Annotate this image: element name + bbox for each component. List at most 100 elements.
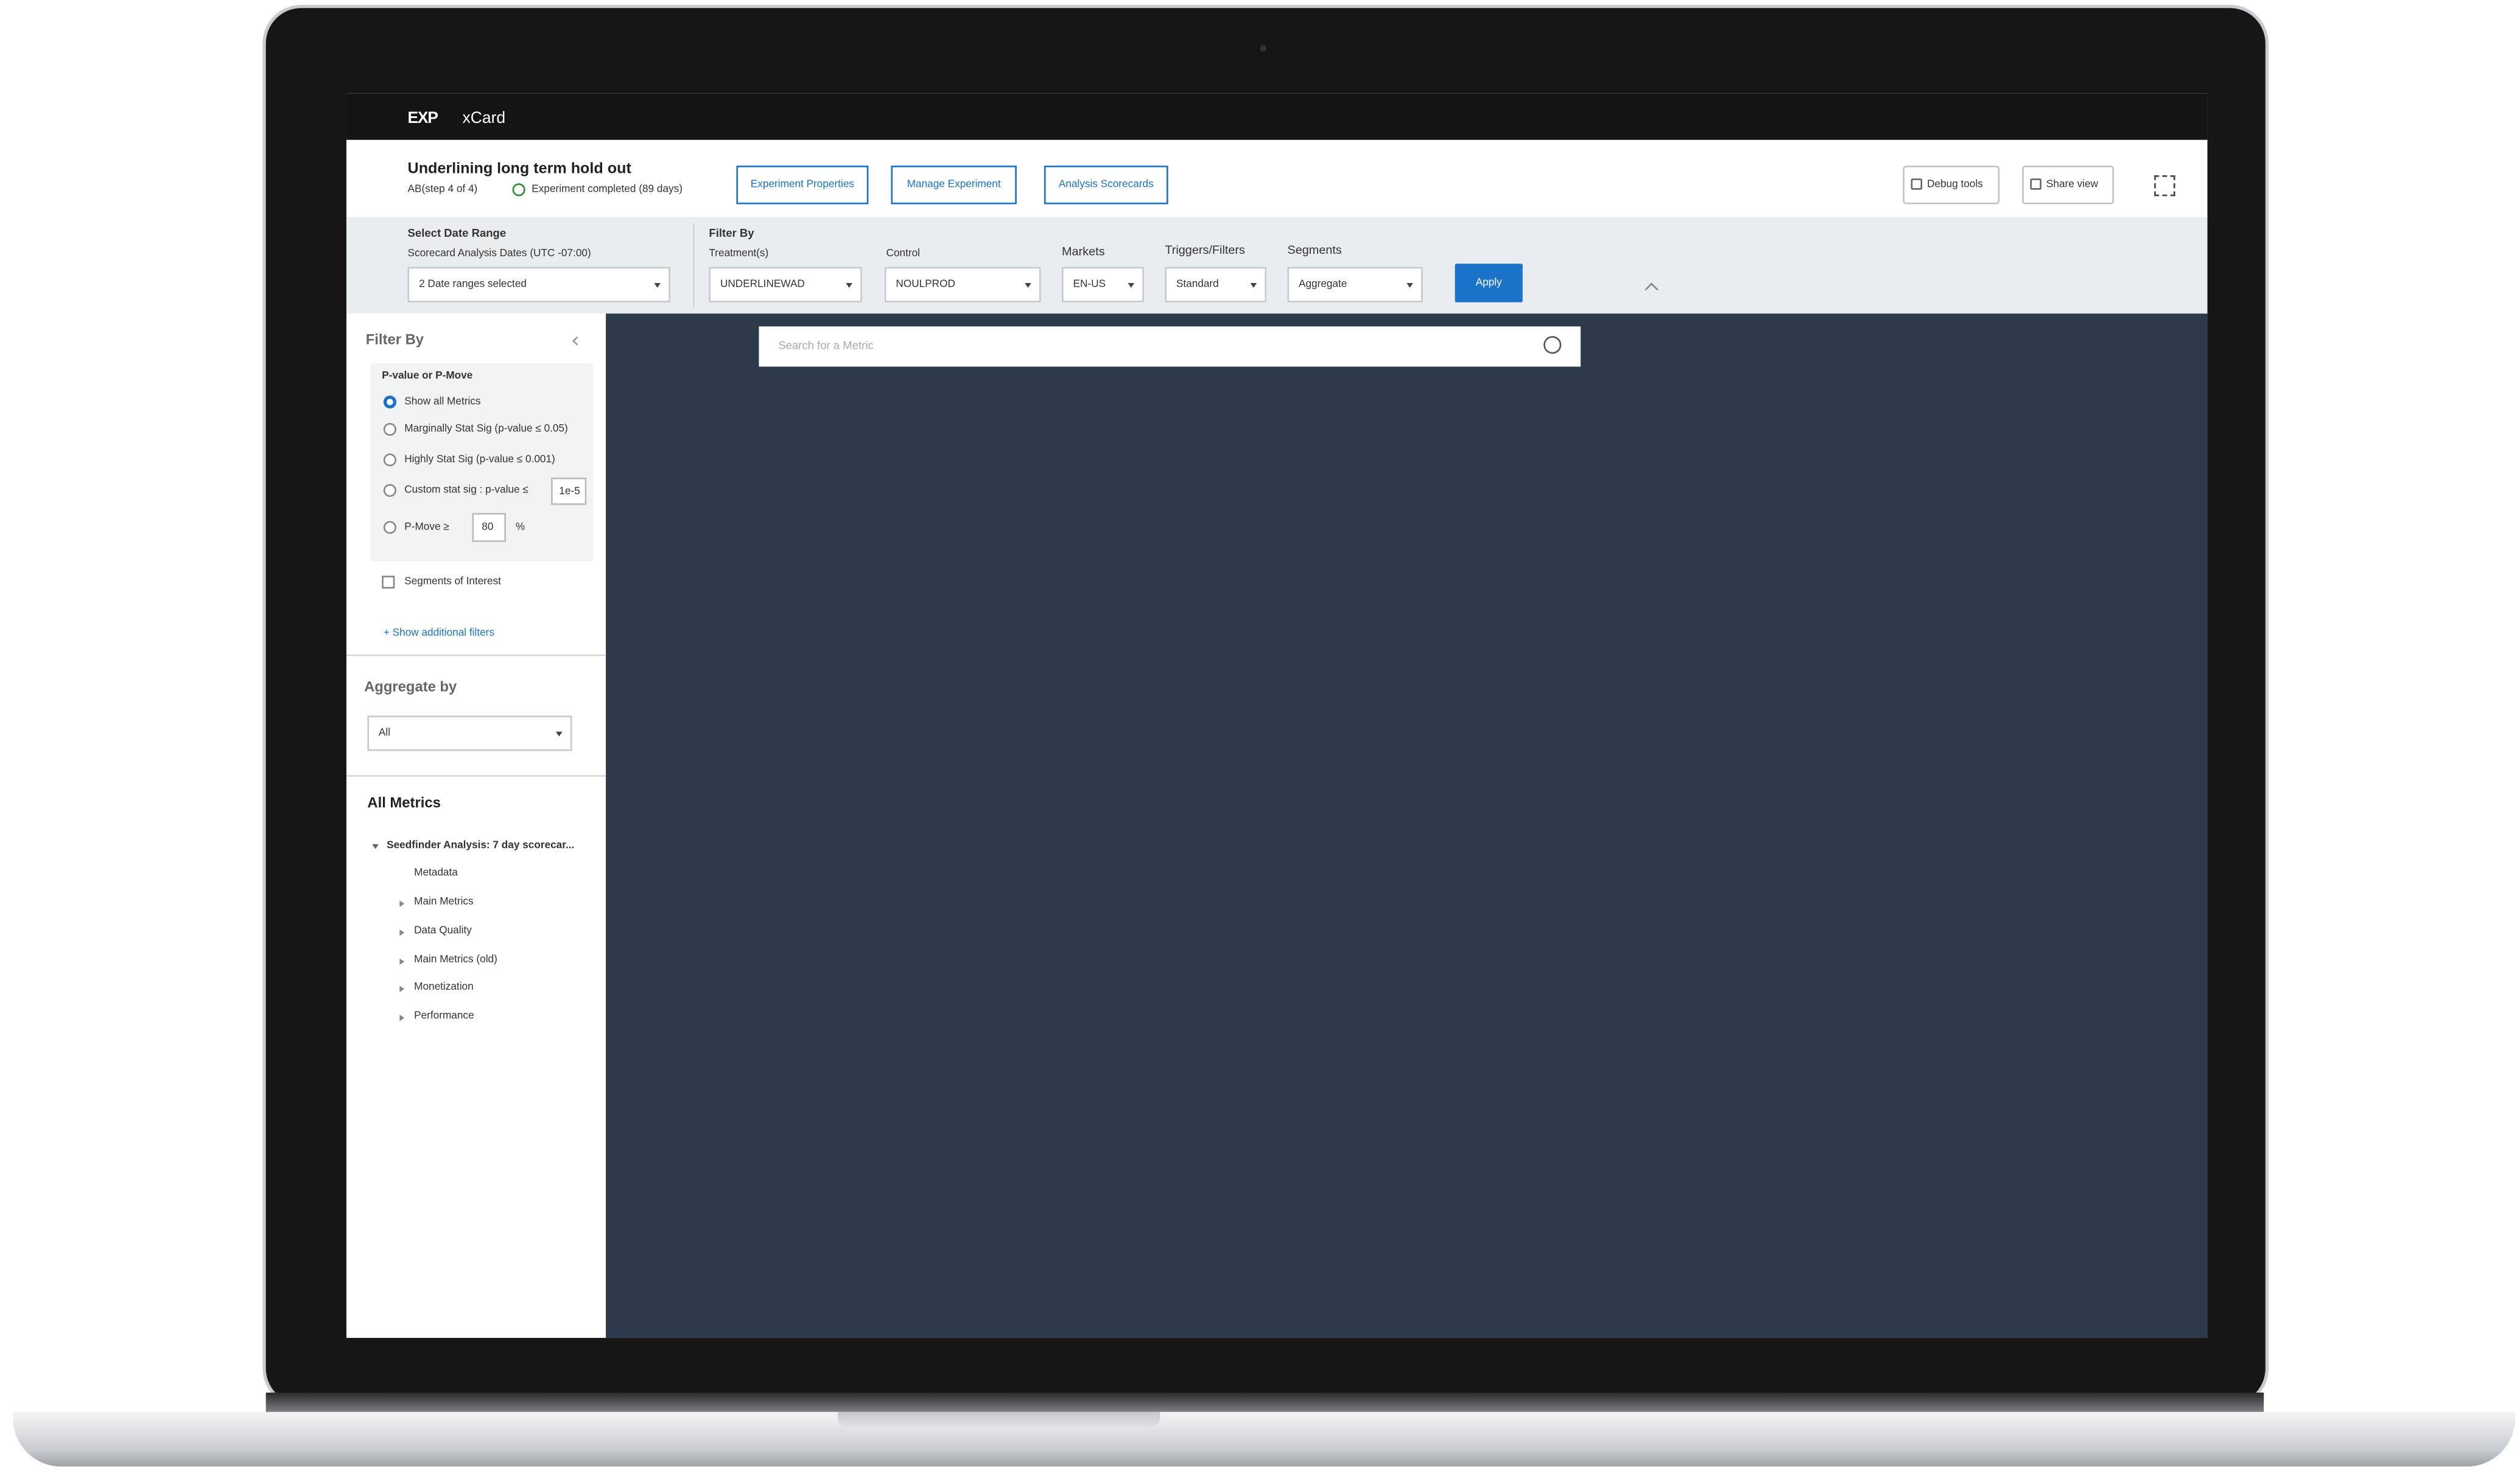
radio-label[interactable]: Show all Metrics (404, 396, 481, 408)
filter-title: Filter By (709, 228, 754, 240)
pmove-unit: % (515, 522, 525, 533)
base-notch (838, 1412, 1160, 1430)
metric-bar (606, 313, 2208, 1338)
caret (845, 282, 852, 287)
caret (398, 1013, 404, 1021)
laptop-hinge (265, 1392, 2264, 1415)
tree-item[interactable]: Data Quality (414, 925, 472, 937)
filter-dropdown[interactable] (884, 267, 1041, 303)
caret (1127, 282, 1134, 287)
experiment-title: Underlining long term hold out (407, 160, 631, 178)
expand-icon[interactable] (2154, 175, 2175, 197)
date-range-dropdown[interactable] (407, 267, 670, 303)
custom-input-value[interactable]: 1e-5 (559, 485, 580, 497)
pvalue-title: P-value or P-Move (382, 370, 473, 382)
filter-label: Triggers/Filters (1165, 242, 1245, 257)
caret (398, 957, 404, 964)
radio[interactable] (383, 520, 397, 534)
top-bar (346, 93, 2208, 140)
radio[interactable] (383, 453, 397, 467)
app-name: xCard (462, 110, 506, 128)
all-metrics-title: All Metrics (367, 794, 441, 811)
filter-dropdown-value[interactable]: Aggregate (1298, 279, 1347, 290)
more-filters-link[interactable]: + Show additional filters (383, 628, 495, 639)
laptop-base (13, 1412, 2516, 1467)
filter-label: Markets (1061, 244, 1105, 259)
search-box[interactable] (759, 326, 1581, 367)
filter-label: Segments (1287, 242, 1342, 257)
tree-item[interactable]: Performance (414, 1010, 474, 1022)
header-button-label[interactable]: Manage Experiment (907, 179, 1001, 191)
tool-button-label[interactable]: Share view (2046, 179, 2099, 191)
tool-button[interactable] (2022, 166, 2115, 205)
experiment-step: AB(step 4 of 4) (407, 184, 478, 195)
tree-item[interactable]: Main Metrics (414, 896, 474, 908)
experiment-status: Experiment completed (89 days) (532, 184, 683, 195)
caret (398, 928, 404, 936)
radio-label[interactable]: Highly Stat Sig (p-value ≤ 0.001) (404, 454, 555, 466)
tree-item[interactable]: Metadata (414, 867, 458, 879)
filter-dropdown-value[interactable]: Standard (1176, 279, 1219, 290)
radio[interactable] (383, 395, 397, 409)
filter-dropdown[interactable] (1287, 267, 1423, 303)
caret (371, 843, 378, 848)
divider (346, 775, 606, 777)
checkbox[interactable] (382, 575, 395, 589)
header-button[interactable] (736, 166, 869, 205)
status-icon (512, 183, 525, 197)
tree-root[interactable]: Seedfinder Analysis: 7 day scorecar... (387, 840, 575, 852)
tool-icon (1911, 178, 1923, 190)
filter-dropdown[interactable] (1165, 267, 1267, 303)
caret (555, 730, 562, 736)
aggregate-dropdown[interactable] (367, 715, 572, 751)
tree-item[interactable]: Monetization (414, 981, 474, 993)
caret (398, 985, 404, 992)
filter-label: Treatment(s) (709, 248, 769, 260)
search-icon (1543, 336, 1562, 354)
tool-button[interactable] (1903, 166, 2000, 205)
date-range-dropdown-value[interactable]: 2 Date ranges selected (419, 279, 527, 290)
caret (653, 282, 660, 287)
caret (398, 900, 404, 906)
date-range-subtitle: Scorecard Analysis Dates (UTC -07:00) (407, 248, 591, 260)
filter-dropdown-value[interactable]: EN-US (1073, 279, 1106, 290)
tree-item[interactable]: Main Metrics (old) (414, 954, 497, 966)
filter-label: Control (886, 248, 921, 260)
tool-button-label[interactable]: Debug tools (1927, 179, 1983, 191)
tool-icon (2030, 178, 2041, 190)
radio-label[interactable]: Custom stat sig : p-value ≤ (404, 485, 528, 496)
pmove-input[interactable] (472, 513, 506, 542)
brand-logo: EXP (407, 110, 438, 128)
divider (692, 223, 694, 307)
header-button-label[interactable]: Analysis Scorecards (1058, 179, 1154, 191)
caret (1405, 282, 1413, 287)
filter-dropdown-value[interactable]: NOULPROD (896, 279, 955, 290)
custom-input[interactable] (551, 477, 587, 505)
pmove-input-value[interactable]: 80 (482, 522, 494, 533)
caret (1249, 282, 1256, 287)
screen: Highly Stat SigGoodBadSituationalMargina… (346, 93, 2208, 1338)
header (346, 139, 2208, 217)
filter-dropdown-value[interactable]: UNDERLINEWAD (720, 279, 805, 290)
camera (1260, 44, 1267, 52)
checkbox-label[interactable]: Segments of Interest (404, 576, 501, 588)
radio-label[interactable]: P-Move ≥ (404, 522, 449, 533)
radio-label[interactable]: Marginally Stat Sig (p-value ≤ 0.05) (404, 423, 568, 435)
radio[interactable] (383, 484, 397, 497)
aggregate-dropdown-value[interactable]: All (378, 727, 391, 739)
caret (1023, 282, 1031, 287)
date-range-title: Select Date Range (407, 228, 507, 240)
sidebar-title: Filter By (365, 331, 424, 348)
divider (346, 654, 606, 656)
search-placeholder[interactable]: Search for a Metric (778, 341, 874, 352)
header-button-label[interactable]: Experiment Properties (750, 179, 855, 191)
radio[interactable] (383, 422, 397, 436)
apply-button[interactable] (1455, 264, 1523, 303)
header-button[interactable] (1044, 166, 1168, 205)
apply-button-label[interactable]: Apply (1475, 277, 1502, 289)
filter-dropdown[interactable] (709, 267, 862, 303)
header-button[interactable] (891, 166, 1017, 205)
